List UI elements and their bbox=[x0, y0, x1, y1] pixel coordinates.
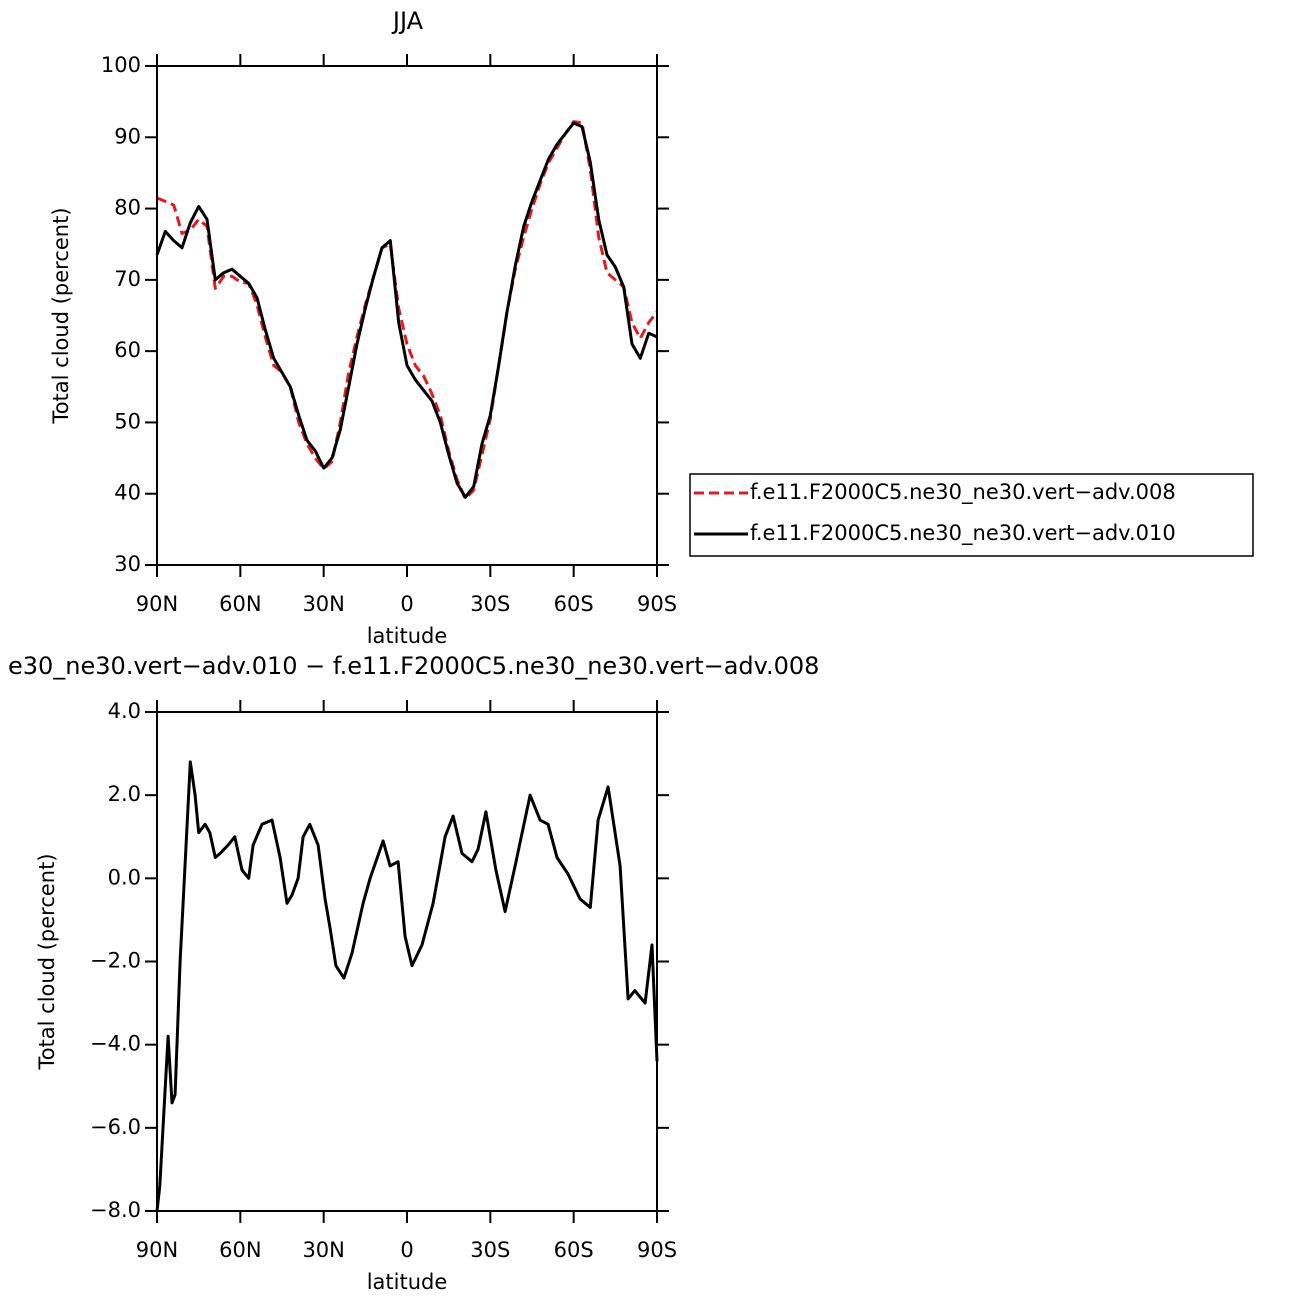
x-tick-label: 60S bbox=[554, 1238, 594, 1262]
x-tick-label: 60S bbox=[554, 592, 594, 616]
x-tick-label: 30S bbox=[470, 1238, 510, 1262]
y-tick-label: −8.0 bbox=[90, 1198, 141, 1222]
x-tick-label: 30N bbox=[302, 592, 344, 616]
y-axis-label: Total cloud (percent) bbox=[49, 207, 73, 424]
plot-frame bbox=[156, 711, 658, 1212]
y-tick-label: 4.0 bbox=[108, 699, 141, 723]
y-tick-label: −6.0 bbox=[90, 1115, 141, 1139]
y-tick-label: 100 bbox=[101, 53, 141, 77]
y-tick-label: 2.0 bbox=[108, 782, 141, 806]
x-tick-label: 90S bbox=[637, 1238, 677, 1262]
data-line bbox=[156, 120, 659, 501]
y-tick-label: 40 bbox=[114, 481, 141, 505]
y-tick-label: 30 bbox=[114, 552, 141, 576]
x-tick-label: 0 bbox=[400, 592, 413, 616]
y-tick-label: 70 bbox=[114, 267, 141, 291]
legend-label: f.e11.F2000C5.ne30_ne30.vert−adv.010 bbox=[750, 521, 1176, 546]
x-tick-label: 60N bbox=[219, 592, 261, 616]
y-tick-label: 90 bbox=[114, 124, 141, 148]
chart-title: e30_ne30.vert−adv.010 − f.e11.F2000C5.ne… bbox=[8, 652, 819, 680]
legend-box bbox=[689, 473, 1254, 557]
x-axis-label: latitude bbox=[367, 624, 448, 648]
x-tick-label: 90N bbox=[136, 592, 178, 616]
chart-title: JJA bbox=[391, 7, 424, 35]
y-tick-label: 0.0 bbox=[108, 865, 141, 889]
x-tick-label: 0 bbox=[400, 1238, 413, 1262]
plot-frame bbox=[156, 65, 658, 566]
y-tick-label: −4.0 bbox=[90, 1032, 141, 1056]
x-tick-label: 30S bbox=[470, 592, 510, 616]
data-line bbox=[155, 121, 658, 499]
x-axis-label: latitude bbox=[367, 1270, 448, 1294]
y-tick-label: 50 bbox=[114, 409, 141, 433]
x-tick-label: 90S bbox=[637, 592, 677, 616]
y-tick-label: −2.0 bbox=[90, 949, 141, 973]
y-tick-label: 60 bbox=[114, 338, 141, 362]
y-tick-label: 80 bbox=[114, 196, 141, 220]
legend-label: f.e11.F2000C5.ne30_ne30.vert−adv.008 bbox=[750, 480, 1176, 505]
x-tick-label: 60N bbox=[219, 1238, 261, 1262]
x-tick-label: 30N bbox=[302, 1238, 344, 1262]
y-axis-label: Total cloud (percent) bbox=[35, 853, 59, 1070]
data-line bbox=[155, 760, 659, 1212]
x-tick-label: 90N bbox=[136, 1238, 178, 1262]
